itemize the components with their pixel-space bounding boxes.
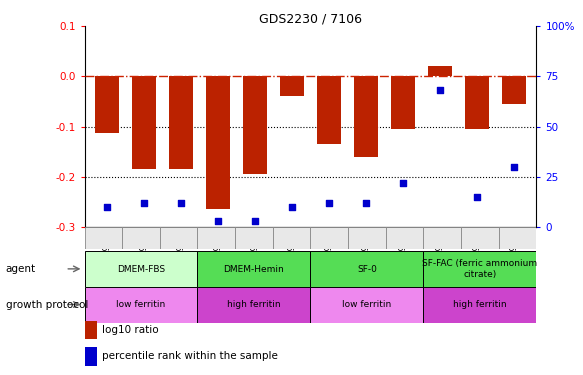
Bar (94, 76, 119, 133)
Bar (273, 227, 311, 249)
Point (139, 200, 149, 206)
Bar (198, 227, 235, 249)
Text: DMEM-FBS: DMEM-FBS (117, 265, 165, 274)
Bar (198, 251, 310, 287)
Bar (317, 76, 341, 144)
Bar (169, 76, 193, 169)
Title: GDS2230 / 7106: GDS2230 / 7106 (259, 12, 362, 25)
Bar (465, 76, 489, 129)
Bar (280, 76, 304, 96)
Point (213, 218, 223, 224)
Bar (310, 227, 348, 249)
Bar (423, 251, 536, 287)
Point (472, 194, 482, 200)
Bar (354, 76, 378, 157)
Bar (85, 347, 97, 366)
Text: growth protocol: growth protocol (6, 300, 88, 309)
Text: high ferritin: high ferritin (453, 300, 507, 309)
Point (102, 204, 111, 210)
Text: high ferritin: high ferritin (227, 300, 281, 309)
Point (176, 200, 185, 206)
Bar (243, 76, 267, 174)
Bar (85, 321, 97, 339)
Bar (160, 227, 198, 249)
Text: low ferritin: low ferritin (342, 300, 392, 309)
Bar (235, 227, 273, 249)
Bar (348, 227, 386, 249)
Text: percentile rank within the sample: percentile rank within the sample (102, 351, 278, 361)
Point (287, 204, 297, 210)
Bar (386, 227, 423, 249)
Point (361, 200, 371, 206)
Text: SF-0: SF-0 (357, 265, 377, 274)
Bar (85, 227, 122, 249)
Text: log10 ratio: log10 ratio (102, 325, 159, 335)
Bar (428, 66, 452, 76)
Bar (310, 251, 423, 287)
Point (324, 200, 333, 206)
Bar (423, 227, 461, 249)
Bar (310, 287, 423, 322)
Point (510, 164, 519, 170)
Bar (461, 227, 498, 249)
Bar (85, 251, 198, 287)
Bar (206, 76, 230, 209)
Text: agent: agent (6, 264, 36, 274)
Bar (423, 287, 536, 322)
Bar (391, 76, 415, 129)
Bar (502, 76, 526, 104)
Bar (122, 227, 160, 249)
Text: low ferritin: low ferritin (117, 300, 166, 309)
Bar (198, 287, 310, 322)
Point (436, 87, 445, 93)
Bar (498, 227, 536, 249)
Bar (85, 287, 198, 322)
Bar (132, 76, 156, 169)
Point (398, 180, 408, 186)
Text: SF-FAC (ferric ammonium
citrate): SF-FAC (ferric ammonium citrate) (422, 260, 538, 279)
Point (250, 218, 259, 224)
Text: DMEM-Hemin: DMEM-Hemin (224, 265, 285, 274)
